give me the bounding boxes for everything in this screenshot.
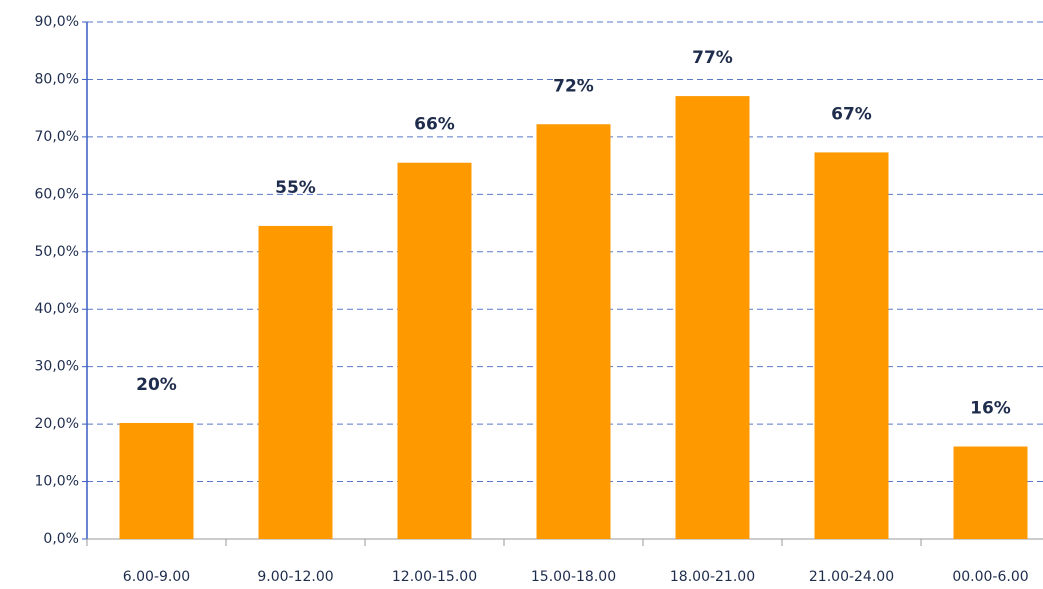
data-label: 55%: [275, 178, 316, 198]
y-tick-label: 30,0%: [35, 359, 79, 375]
x-tick-label: 6.00-9.00: [123, 569, 190, 585]
data-label: 72%: [553, 76, 594, 96]
data-label: 67%: [831, 104, 872, 124]
data-label: 77%: [692, 48, 733, 68]
x-tick-label: 00.00-6.00: [952, 569, 1028, 585]
y-tick-label: 60,0%: [35, 186, 79, 202]
bar: [258, 225, 333, 539]
y-tick-label: 0,0%: [43, 531, 79, 547]
bar: [397, 162, 472, 539]
x-tick-label: 15.00-18.00: [531, 569, 616, 585]
y-tick-label: 40,0%: [35, 301, 79, 317]
y-tick-label: 90,0%: [35, 14, 79, 30]
bar: [119, 422, 194, 539]
y-tick-label: 80,0%: [35, 71, 79, 87]
x-tick-label: 21.00-24.00: [809, 569, 894, 585]
y-tick-label: 50,0%: [35, 244, 79, 260]
data-label: 66%: [414, 115, 455, 135]
data-label: 16%: [970, 399, 1011, 419]
bar: [814, 152, 889, 539]
bar: [536, 124, 611, 540]
x-tick-label: 18.00-21.00: [670, 569, 755, 585]
y-tick-label: 70,0%: [35, 129, 79, 145]
y-tick-label: 20,0%: [35, 416, 79, 432]
bar: [953, 446, 1028, 539]
bar: [675, 96, 750, 539]
y-tick-label: 10,0%: [35, 474, 79, 490]
x-tick-label: 9.00-12.00: [257, 569, 333, 585]
x-tick-label: 12.00-15.00: [392, 569, 477, 585]
data-label: 20%: [136, 375, 177, 395]
